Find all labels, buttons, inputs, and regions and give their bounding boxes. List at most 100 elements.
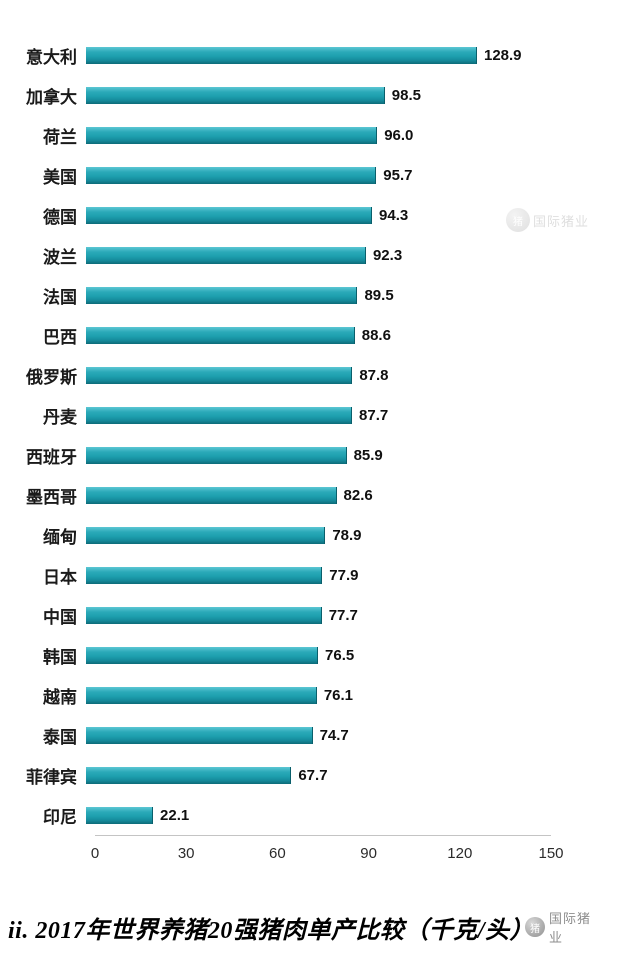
bar — [86, 326, 355, 344]
bar — [86, 526, 326, 544]
category-label: 西班牙 — [26, 447, 77, 467]
value-label: 95.7 — [383, 166, 413, 184]
category-label: 丹麦 — [43, 407, 77, 427]
category-label: 印尼 — [43, 807, 77, 827]
category-label: 波兰 — [43, 247, 77, 267]
value-label: 87.8 — [359, 366, 389, 384]
value-label: 98.5 — [391, 86, 421, 104]
value-label: 96.0 — [384, 126, 414, 144]
x-tick-label: 90 — [360, 845, 377, 862]
bar-track: 95.7 — [86, 155, 541, 195]
bar-row: 加拿大 98.5 — [0, 75, 622, 115]
category-label: 俄罗斯 — [26, 367, 77, 387]
category-label: 荷兰 — [43, 127, 77, 147]
bar-row: 泰国 74.7 — [0, 715, 622, 755]
bar — [86, 726, 313, 744]
value-label: 76.5 — [325, 646, 355, 664]
bar — [86, 126, 378, 144]
bar — [86, 246, 366, 264]
brand-logo-icon: 猪 — [506, 208, 530, 232]
bar-row: 日本 77.9 — [0, 555, 622, 595]
bar-track: 92.3 — [86, 235, 541, 275]
bar — [86, 646, 319, 664]
bar-row: 荷兰 96.0 — [0, 115, 622, 155]
bar-row: 西班牙 85.9 — [0, 435, 622, 475]
value-label: 88.6 — [361, 326, 391, 344]
bar-chart: 意大利 128.9 加拿大 98.5 荷兰 96.0 美国 95.7 德国 94.3 波兰 92.3 法… — [0, 35, 622, 870]
bar — [86, 286, 358, 304]
category-label: 越南 — [43, 687, 77, 707]
chart-watermark: 猪 国际猪业 — [506, 208, 589, 232]
bar-row: 韩国 76.5 — [0, 635, 622, 675]
bar-track: 76.5 — [86, 635, 541, 675]
bar-track: 98.5 — [86, 75, 541, 115]
bar-track: 85.9 — [86, 435, 541, 475]
value-label: 85.9 — [353, 446, 383, 464]
caption-bar: ii. 2017年世界养猪20强猪肉单产比较（千克/头） 猪 国际猪业 — [0, 908, 622, 946]
x-tick-label: 120 — [447, 845, 473, 862]
value-label: 89.5 — [364, 286, 394, 304]
brandmark: 猪 国际猪业 — [525, 908, 614, 946]
value-label: 128.9 — [483, 46, 522, 64]
category-label: 加拿大 — [26, 87, 77, 107]
bar — [86, 206, 373, 224]
category-label: 德国 — [43, 207, 77, 227]
x-tick-label: 0 — [90, 845, 100, 862]
value-label: 82.6 — [343, 486, 373, 504]
bar-row: 越南 76.1 — [0, 675, 622, 715]
value-label: 74.7 — [319, 726, 349, 744]
bar-track: 87.7 — [86, 395, 541, 435]
bar — [86, 606, 322, 624]
x-axis-line — [95, 835, 551, 836]
value-label: 78.9 — [332, 526, 362, 544]
x-tick-label: 60 — [269, 845, 286, 862]
category-label: 中国 — [43, 607, 77, 627]
chart-title: ii. 2017年世界养猪20强猪肉单产比较（千克/头） — [8, 917, 535, 944]
category-label: 韩国 — [43, 647, 77, 667]
bar — [86, 166, 377, 184]
category-label: 巴西 — [43, 327, 77, 347]
bar-row: 墨西哥 82.6 — [0, 475, 622, 515]
bar-row: 菲律宾 67.7 — [0, 755, 622, 795]
category-label: 缅甸 — [43, 527, 77, 547]
bar — [86, 486, 337, 504]
category-label: 菲律宾 — [26, 767, 77, 787]
bar-rows: 意大利 128.9 加拿大 98.5 荷兰 96.0 美国 95.7 德国 94.3 波兰 92.3 法… — [0, 35, 622, 835]
bar-track: 87.8 — [86, 355, 541, 395]
bar — [86, 366, 353, 384]
bar-row: 美国 95.7 — [0, 155, 622, 195]
bar-track: 77.7 — [86, 595, 541, 635]
value-label: 76.1 — [323, 686, 354, 704]
bar-track: 67.7 — [86, 755, 541, 795]
bar-track: 88.6 — [86, 315, 541, 355]
bar-row: 中国 77.7 — [0, 595, 622, 635]
bar-row: 丹麦 87.7 — [0, 395, 622, 435]
bar — [86, 686, 317, 704]
bar-row: 印尼 22.1 — [0, 795, 622, 835]
x-axis-ticks: 0 30 60 90 120 150 — [91, 836, 564, 870]
value-label: 77.9 — [329, 566, 359, 584]
category-label: 墨西哥 — [26, 487, 77, 507]
category-label: 日本 — [43, 567, 77, 587]
value-label: 87.7 — [359, 406, 389, 424]
brand-name: 国际猪业 — [548, 911, 591, 945]
bar-row: 波兰 92.3 — [0, 235, 622, 275]
category-label: 美国 — [43, 167, 77, 187]
bar-track: 128.9 — [86, 35, 541, 75]
bar-row: 俄罗斯 87.8 — [0, 355, 622, 395]
category-label: 泰国 — [43, 727, 77, 747]
bar-track: 89.5 — [86, 275, 541, 315]
bar — [86, 766, 292, 784]
brand-logo-icon: 猪 — [525, 917, 545, 937]
bar-track: 22.1 — [86, 795, 541, 835]
bar-track: 76.1 — [86, 675, 541, 715]
value-label: 92.3 — [372, 246, 403, 264]
bar — [86, 806, 154, 824]
bar-row: 德国 94.3 — [0, 195, 622, 235]
value-label: 22.1 — [160, 806, 190, 824]
value-label: 77.7 — [328, 606, 358, 624]
bar-track: 82.6 — [86, 475, 541, 515]
bar-track: 96.0 — [86, 115, 541, 155]
bar-row: 法国 89.5 — [0, 275, 622, 315]
bar — [86, 406, 353, 424]
